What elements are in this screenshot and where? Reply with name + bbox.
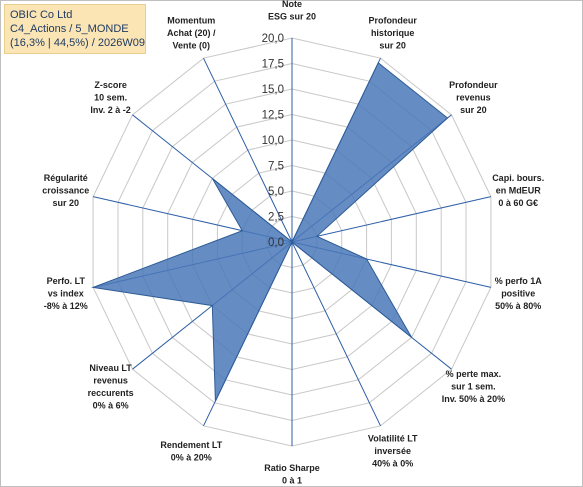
tick-label: 7,5 xyxy=(268,161,284,173)
tick-label: 12,5 xyxy=(262,110,284,122)
axis-label: Momentum Achat (20) / Vente (0) xyxy=(167,16,216,51)
axis-label: % perfo 1A positive 50% à 80% xyxy=(495,276,543,311)
tick-label: 15,0 xyxy=(262,84,284,96)
axis-label: % perte max. sur 1 sem. Inv. 50% à 20% xyxy=(442,369,505,404)
performance-summary: (16,3% | 44,5%) / 2026W09 xyxy=(10,37,145,49)
tick-label: 20,0 xyxy=(262,33,284,45)
company-name: OBIC Co Ltd xyxy=(10,9,73,21)
axis-label: Profondeur historique sur 20 xyxy=(368,16,417,51)
tick-label: 5,0 xyxy=(268,186,284,198)
axis-spoke xyxy=(291,241,381,427)
axis-label: Note ESG sur 20 xyxy=(268,0,316,21)
axis-label: Régularité croissance sur 20 xyxy=(42,173,89,208)
axis-label: Niveau LT revenus reccurents 0% à 6% xyxy=(88,363,134,411)
axis-label: Capi. bours. en MdEUR 0 à 60 G€ xyxy=(492,173,544,208)
axis-label: Ratio Sharpe 0 à 1 xyxy=(264,463,320,486)
axis-spoke xyxy=(291,196,492,243)
axis-label: Perfo. LT vs index -8% à 12% xyxy=(44,276,88,311)
data-area xyxy=(91,62,449,402)
axis-spoke xyxy=(203,57,293,243)
category-label: C4_Actions / 5_MONDE xyxy=(10,23,129,35)
tick-label: 0,0 xyxy=(268,237,284,249)
tick-label: 17,5 xyxy=(262,59,284,71)
header-box: OBIC Co Ltd C4_Actions / 5_MONDE (16,3% … xyxy=(4,4,146,54)
tick-label: 2,5 xyxy=(268,212,284,224)
axis-label: Rendement LT 0% à 20% xyxy=(160,440,222,463)
axis-label: Volatilité LT inversée 40% à 0% xyxy=(368,434,418,469)
tick-label: 10,0 xyxy=(262,135,284,147)
axis-label: Z-score 10 sem. Inv. 2 à -2 xyxy=(90,80,130,115)
axis-label: Profondeur revenus sur 20 xyxy=(449,80,498,115)
